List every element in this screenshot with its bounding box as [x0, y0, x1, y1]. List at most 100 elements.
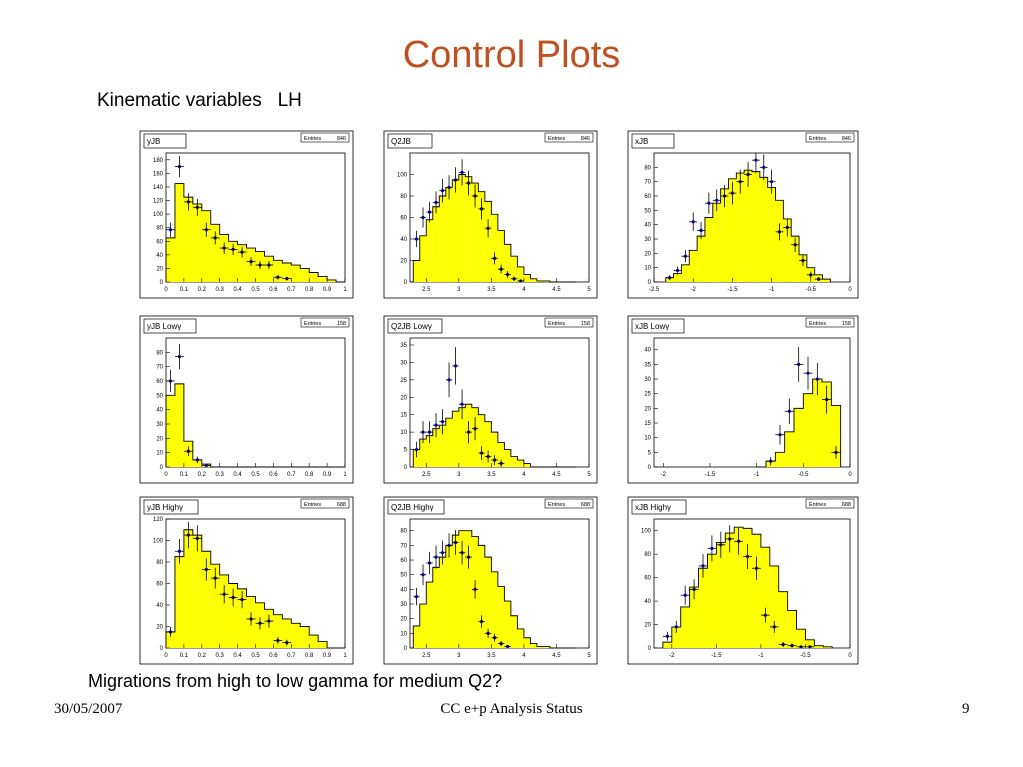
point-marker — [427, 430, 432, 434]
histogram-bar — [413, 626, 420, 648]
point-marker — [763, 613, 767, 617]
histogram-bar — [823, 646, 833, 648]
point-marker — [770, 180, 774, 184]
histogram-bar — [791, 236, 800, 282]
data-point — [264, 260, 274, 270]
point-marker — [168, 379, 173, 383]
point-marker — [421, 215, 425, 220]
histogram-bar — [452, 535, 459, 648]
y-tick-label: 20 — [156, 436, 163, 442]
data-point — [255, 260, 265, 270]
point-marker — [486, 226, 490, 230]
y-tick-label: 10 — [400, 430, 407, 436]
y-tick-label: 0 — [648, 646, 652, 652]
data-point — [491, 252, 498, 265]
x-tick-label: 0.9 — [323, 653, 332, 659]
histogram-bar — [822, 279, 831, 282]
y-tick-label: 0 — [404, 280, 408, 286]
histogram-bar — [471, 183, 479, 282]
x-tick-label: 4.5 — [552, 653, 561, 659]
data-point — [759, 154, 768, 181]
data-point — [246, 612, 256, 626]
x-tick-label: 0.9 — [323, 287, 332, 293]
slide-subtitle: Kinematic variables LH — [97, 90, 302, 111]
y-tick-label: 40 — [156, 408, 163, 414]
point-marker — [769, 459, 773, 463]
stats-value: 688 — [842, 502, 851, 508]
point-marker — [186, 533, 190, 537]
y-tick-label: 70 — [644, 180, 651, 186]
y-tick-label: 0 — [648, 465, 652, 471]
point-marker — [267, 619, 271, 623]
x-tick-label: 3 — [457, 287, 461, 293]
data-point — [458, 540, 466, 565]
data-point — [680, 585, 690, 605]
point-marker — [715, 198, 719, 202]
data-point — [219, 242, 229, 254]
y-tick-label: 0 — [160, 646, 164, 652]
title-box — [631, 133, 675, 149]
point-marker — [168, 228, 173, 232]
histogram-bar — [166, 237, 175, 282]
point-marker — [745, 554, 750, 559]
x-tick-label: 3 — [457, 472, 461, 478]
histogram-bar — [716, 542, 726, 648]
y-tick-label: 120 — [153, 517, 164, 523]
histogram-bar — [787, 610, 797, 648]
x-tick-label: 5 — [587, 287, 591, 293]
histogram-bar — [183, 197, 193, 282]
y-tick-label: 20 — [400, 259, 407, 265]
point-marker — [267, 263, 271, 267]
data-point — [426, 421, 433, 444]
data-point — [282, 639, 292, 646]
point-marker — [499, 642, 503, 646]
x-tick-label: 3.5 — [487, 472, 496, 478]
point-marker — [707, 201, 711, 205]
point-marker — [817, 277, 821, 281]
data-point — [814, 277, 823, 282]
title-box — [387, 318, 443, 334]
y-tick-label: 10 — [156, 451, 163, 457]
data-point — [255, 617, 265, 630]
histogram-bar — [419, 604, 427, 648]
histogram-bar — [767, 187, 776, 282]
histogram-bar — [183, 529, 193, 648]
data-point — [183, 193, 193, 211]
point-marker — [213, 236, 217, 240]
x-tick-label: 0.3 — [216, 287, 225, 293]
x-tick-label: -2 — [661, 472, 667, 478]
x-tick-label: 0.1 — [180, 287, 189, 293]
data-point — [673, 266, 682, 275]
histogram-bar — [465, 530, 472, 648]
data-point — [796, 645, 806, 649]
histogram-bar — [673, 273, 682, 282]
histogram-title: Q2JB Lowγ — [391, 322, 432, 331]
histogram-bar — [478, 191, 485, 282]
point-marker — [204, 463, 208, 468]
y-tick-label: 5 — [404, 448, 408, 454]
data-point — [806, 271, 815, 279]
histogram-bar — [799, 254, 807, 282]
histogram-bar — [812, 379, 822, 467]
histogram-bar — [697, 236, 705, 282]
histogram-bar — [504, 601, 511, 648]
y-tick-label: 120 — [153, 199, 164, 205]
title-box — [143, 133, 187, 149]
histogram-panel: Q2JB Lowγ Entries 158 2.5 3 3.5 4 4.5 5 0 5 10 15 20 2… — [383, 315, 598, 484]
point-marker — [258, 621, 262, 625]
data-point — [769, 620, 779, 633]
data-point — [491, 455, 498, 465]
histogram-bar — [291, 265, 301, 282]
histogram-bar — [523, 637, 531, 648]
y-tick-label: 60 — [156, 379, 163, 385]
y-tick-label: 50 — [400, 573, 407, 579]
x-tick-label: -0.5 — [800, 653, 811, 659]
x-tick-label: 0 — [164, 472, 168, 478]
data-point — [775, 223, 784, 241]
histogram-bar — [720, 188, 729, 282]
data-point — [689, 212, 698, 232]
histogram-bar — [174, 383, 184, 467]
point-marker — [440, 551, 445, 555]
histogram-bar — [712, 203, 721, 282]
y-tick-label: 20 — [400, 395, 407, 401]
